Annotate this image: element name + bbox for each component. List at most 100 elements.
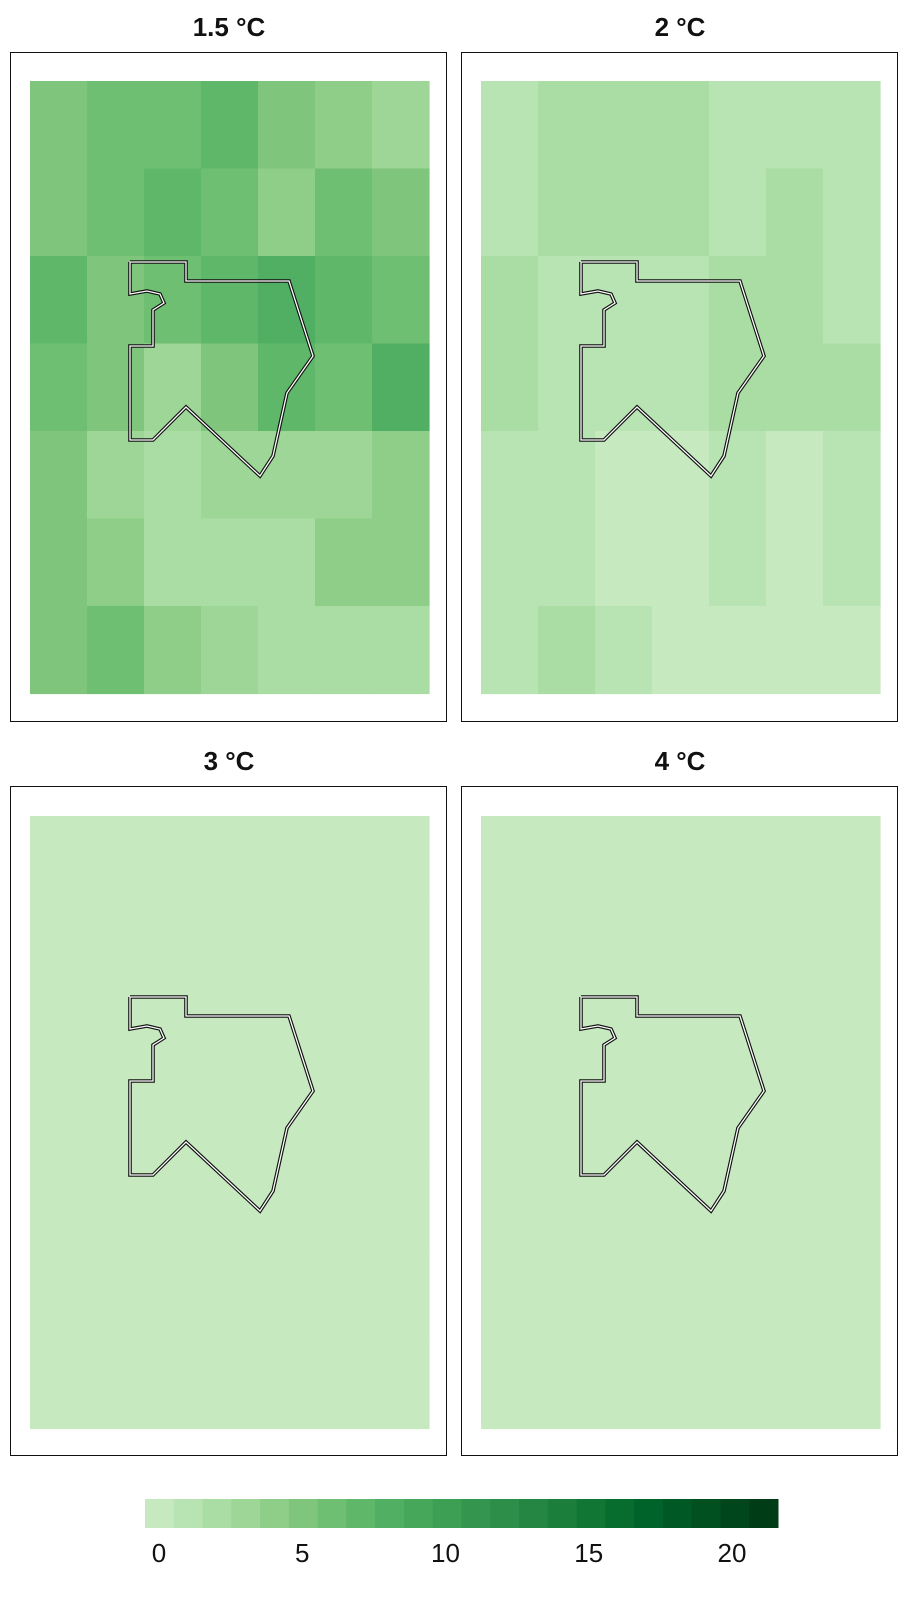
grid-cell bbox=[709, 518, 767, 607]
grid-cell bbox=[30, 431, 88, 520]
grid-cell bbox=[652, 991, 710, 1080]
grid-cell bbox=[258, 606, 316, 695]
grid-cell bbox=[538, 1166, 596, 1255]
grid-cell bbox=[538, 81, 596, 170]
grid-cell bbox=[823, 431, 881, 520]
grid-cell bbox=[766, 343, 824, 432]
grid-cell bbox=[709, 1341, 767, 1430]
colorbar-tick-label: 0 bbox=[151, 1538, 167, 1568]
colorbar-swatch bbox=[288, 1499, 319, 1528]
grid-cell bbox=[87, 1078, 145, 1167]
grid-cell bbox=[652, 816, 710, 905]
grid-cell bbox=[652, 343, 710, 432]
grid-cell bbox=[144, 168, 202, 257]
grid-cell bbox=[538, 1341, 596, 1430]
grid-cell bbox=[372, 1166, 430, 1255]
grid-cell bbox=[87, 991, 145, 1080]
grid-cell bbox=[201, 903, 259, 992]
colorbar-tick-label: 5 bbox=[295, 1538, 310, 1568]
grid-cell bbox=[372, 1253, 430, 1342]
grid-cell bbox=[652, 1253, 710, 1342]
grid-cell bbox=[372, 81, 430, 170]
grid-cell bbox=[30, 903, 88, 992]
grid-cell bbox=[766, 168, 824, 257]
grid-cell bbox=[372, 343, 430, 432]
grid-cell bbox=[538, 816, 596, 905]
grid-cell bbox=[823, 606, 881, 695]
grid-cell bbox=[372, 991, 430, 1080]
grid-cell bbox=[201, 343, 259, 432]
grid-cell bbox=[538, 903, 596, 992]
grid-cell bbox=[87, 816, 145, 905]
grid-cell bbox=[372, 431, 430, 520]
grid-cell bbox=[595, 1253, 653, 1342]
grid-cell bbox=[87, 431, 145, 520]
grid-cell bbox=[766, 991, 824, 1080]
grid-cell bbox=[315, 1078, 373, 1167]
grid-cell bbox=[823, 816, 881, 905]
grid-cell bbox=[823, 991, 881, 1080]
grid-cell bbox=[595, 168, 653, 257]
grid-cell bbox=[315, 606, 373, 695]
colorbar-swatch bbox=[662, 1499, 693, 1528]
colorbar-swatch bbox=[576, 1499, 606, 1528]
grid-cell bbox=[87, 343, 145, 432]
grid-cell bbox=[258, 431, 316, 520]
grid-cell bbox=[481, 991, 539, 1080]
grid-cell bbox=[595, 816, 653, 905]
grid-cell bbox=[823, 518, 881, 607]
grid-cell bbox=[87, 606, 145, 695]
grid-cell bbox=[315, 816, 373, 905]
grid-cell bbox=[595, 343, 653, 432]
grid-cell bbox=[481, 816, 539, 905]
grid-cell bbox=[30, 1078, 88, 1167]
colorbar-swatch bbox=[231, 1499, 261, 1528]
grid-cell bbox=[144, 431, 202, 520]
grid-cell bbox=[87, 1253, 145, 1342]
grid-cell bbox=[709, 81, 767, 170]
grid-cell bbox=[766, 903, 824, 992]
grid-cell bbox=[87, 81, 145, 170]
grid-cell bbox=[372, 1078, 430, 1167]
grid-cell bbox=[823, 1341, 881, 1430]
grid-cell bbox=[538, 606, 596, 695]
grid-cell bbox=[652, 1078, 710, 1167]
grid-cell bbox=[652, 81, 710, 170]
grid-cell bbox=[823, 903, 881, 992]
grid-cell bbox=[481, 256, 539, 345]
colorbar-tick-label: 20 bbox=[717, 1538, 747, 1568]
panel-title-3: 3 °C bbox=[203, 746, 255, 776]
grid-cell bbox=[709, 431, 767, 520]
colorbar-swatch bbox=[145, 1499, 175, 1528]
grid-cell bbox=[595, 1166, 653, 1255]
grid-cell bbox=[538, 343, 596, 432]
grid-cell bbox=[652, 1341, 710, 1430]
grid-cell bbox=[766, 1253, 824, 1342]
grid-cell bbox=[144, 518, 202, 607]
grid-cell bbox=[766, 81, 824, 170]
grid-cell bbox=[315, 343, 373, 432]
grid-cell bbox=[595, 606, 653, 695]
grid-cell bbox=[481, 1341, 539, 1430]
grid-cell bbox=[258, 1078, 316, 1167]
grid-cell bbox=[538, 168, 596, 257]
grid-cell bbox=[372, 903, 430, 992]
grid-cell bbox=[315, 991, 373, 1080]
colorbar-swatch bbox=[375, 1499, 405, 1528]
grid-cell bbox=[144, 1078, 202, 1167]
grid-cell bbox=[258, 1341, 316, 1430]
colorbar-swatch bbox=[432, 1499, 462, 1528]
grid-cell bbox=[709, 816, 767, 905]
grid-cell bbox=[30, 1253, 88, 1342]
colorbar-swatch bbox=[202, 1499, 232, 1528]
grid-cell bbox=[315, 903, 373, 992]
grid-cell bbox=[823, 256, 881, 345]
grid-cell bbox=[823, 168, 881, 257]
grid-cell bbox=[30, 518, 88, 607]
colorbar-swatch bbox=[691, 1499, 721, 1528]
grid-cell bbox=[315, 1341, 373, 1430]
grid-cell bbox=[87, 168, 145, 257]
map-grid-2 bbox=[481, 81, 881, 695]
grid-cell bbox=[144, 1341, 202, 1430]
grid-cell bbox=[87, 903, 145, 992]
